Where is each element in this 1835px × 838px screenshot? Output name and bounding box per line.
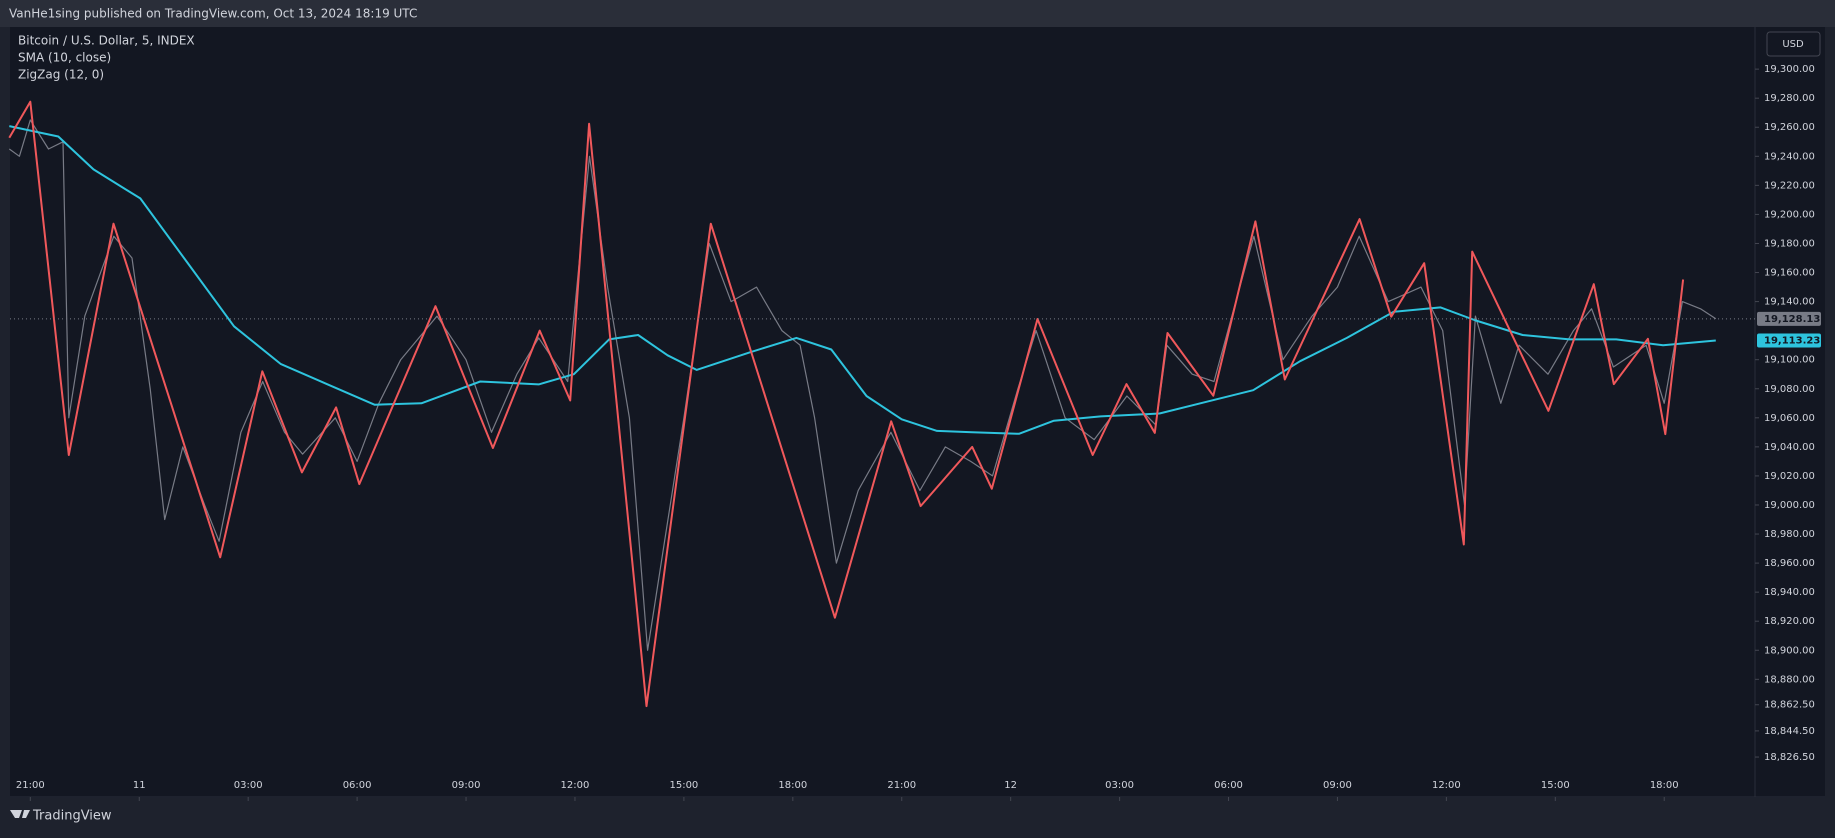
y-tick-label: 18,940.00 <box>1764 587 1815 598</box>
x-tick-label: 21:00 <box>16 780 45 791</box>
y-tick-label: 19,180.00 <box>1764 238 1815 249</box>
x-tick-label: 18:00 <box>778 780 807 791</box>
x-tick-label: 09:00 <box>452 780 481 791</box>
x-tick-label: 18:00 <box>1650 780 1679 791</box>
x-tick-label: 06:00 <box>1214 780 1243 791</box>
marks: 19,300.00 19,280.00 19,260.00 19,240.00 19,2… <box>8 27 1825 801</box>
y-tick-label: 18,900.00 <box>1764 645 1815 656</box>
published-note: VanHe1sing published on TradingView.com,… <box>9 7 417 21</box>
series-line <box>9 125 1716 435</box>
series-line <box>8 100 1685 708</box>
x-tick-label: 06:00 <box>343 780 372 791</box>
y-tick-label: 18,920.00 <box>1764 616 1815 627</box>
y-tick-label: 19,260.00 <box>1764 122 1815 133</box>
currency-label: USD <box>1782 39 1804 50</box>
y-tick-label: 19,160.00 <box>1764 268 1815 279</box>
y-tick-label: 19,280.00 <box>1764 93 1815 104</box>
x-tick-label: 15:00 <box>1541 780 1570 791</box>
legend: Bitcoin / U.S. Dollar, 5, INDEX SMA (10,… <box>18 34 195 82</box>
y-tick-label: 19,020.00 <box>1764 471 1815 482</box>
plot-area <box>10 27 1825 798</box>
y-tick-label: 18,880.00 <box>1764 674 1815 685</box>
y-tick-label: 19,080.00 <box>1764 384 1815 395</box>
y-tick-label: 18,826.50 <box>1764 752 1815 763</box>
currency-button[interactable] <box>1766 31 1821 57</box>
y-tick-label: 19,140.00 <box>1764 297 1815 308</box>
y-tick-label: 19,000.00 <box>1764 500 1815 511</box>
y-tick-label: 19,240.00 <box>1764 151 1815 162</box>
last-value-tag <box>1757 311 1821 326</box>
legend-sma: SMA (10, close) <box>18 51 111 65</box>
y-tick-label: 19,040.00 <box>1764 442 1815 453</box>
y-tick-label: 19,220.00 <box>1764 180 1815 191</box>
x-tick-label: 12 <box>1004 780 1017 791</box>
last-value-label: 19,128.13 <box>1764 314 1820 325</box>
y-tick-label: 18,862.50 <box>1764 700 1815 711</box>
last-value-label: 19,113.23 <box>1764 335 1820 346</box>
y-tick-label: 18,960.00 <box>1764 558 1815 569</box>
y-tick-label: 18,980.00 <box>1764 529 1815 540</box>
x-tick-label: 12:00 <box>561 780 590 791</box>
legend-main: Bitcoin / U.S. Dollar, 5, INDEX <box>18 34 195 48</box>
legend-zigzag: ZigZag (12, 0) <box>18 68 104 82</box>
x-tick-label: 21:00 <box>887 780 916 791</box>
x-tick-label: 03:00 <box>1105 780 1134 791</box>
last-value-tag <box>1757 333 1821 348</box>
x-tick-label: 09:00 <box>1323 780 1352 791</box>
y-tick-label: 19,100.00 <box>1764 355 1815 366</box>
y-tick-label: 18,844.50 <box>1764 726 1815 737</box>
series-line <box>8 119 1717 651</box>
brand-logo <box>10 810 30 818</box>
x-tick-label: 15:00 <box>669 780 698 791</box>
brand: TradingView <box>32 809 112 824</box>
top-bar <box>0 0 1835 27</box>
y-tick-label: 19,200.00 <box>1764 209 1815 220</box>
y-tick-label: 19,060.00 <box>1764 413 1815 424</box>
x-tick-label: 11 <box>133 780 146 791</box>
x-tick-label: 12:00 <box>1432 780 1461 791</box>
y-tick-label: 19,300.00 <box>1764 64 1815 75</box>
x-tick-label: 03:00 <box>234 780 263 791</box>
